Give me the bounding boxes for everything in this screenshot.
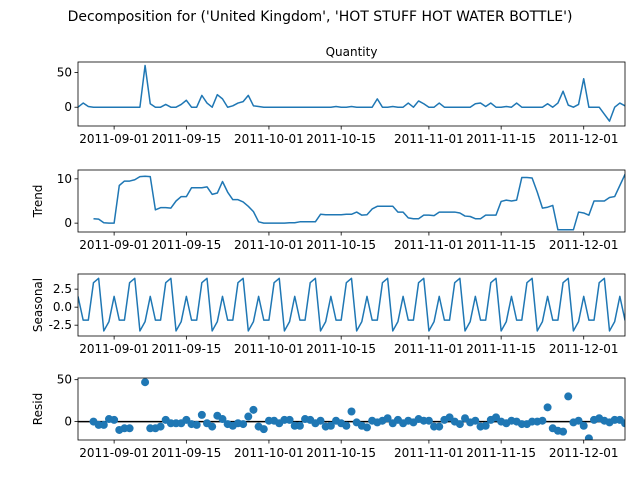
resid-point [626, 415, 634, 423]
plot-area-trend [93, 173, 625, 231]
x-tick-label: 2011-11-15 [466, 238, 536, 252]
x-tick-label: 2011-10-01 [234, 342, 304, 356]
x-tick-label: 2011-09-15 [151, 342, 221, 356]
resid-point [584, 434, 593, 440]
resid-point [631, 421, 639, 429]
resid-point [285, 415, 294, 424]
x-tick-label: 2011-09-01 [79, 446, 149, 460]
x-tick-label: 2011-09-01 [79, 342, 149, 356]
y-tick-label: 0 [64, 100, 72, 114]
resid-point [455, 420, 464, 429]
series-line-trend [93, 173, 625, 231]
plot-area-resid [78, 378, 640, 440]
y-tick-label: 10 [57, 172, 72, 186]
y-tick-label: -2.5 [49, 318, 72, 332]
axes-frame-resid [77, 377, 626, 441]
resid-point [621, 419, 625, 428]
panel-title-quantity: Quantity [326, 45, 378, 59]
x-tick-label: 2011-10-15 [306, 446, 376, 460]
x-tick-label: 2011-10-15 [306, 238, 376, 252]
x-tick-label: 2011-12-01 [549, 446, 619, 460]
x-tick-label: 2011-11-01 [394, 446, 464, 460]
x-tick-label: 2011-09-15 [151, 238, 221, 252]
x-tick-label: 2011-11-01 [394, 238, 464, 252]
x-tick-label: 2011-10-01 [234, 446, 304, 460]
axes-frame-trend [77, 169, 626, 233]
resid-point [156, 422, 165, 431]
resid-point [110, 415, 119, 424]
resid-point [347, 407, 356, 416]
resid-point [543, 403, 552, 412]
resid-point [538, 416, 547, 425]
x-tick-label: 2011-11-15 [466, 446, 536, 460]
resid-point [579, 421, 588, 430]
resid-point [218, 415, 227, 424]
resid-point [362, 423, 371, 432]
plot-area-quantity [78, 64, 625, 122]
resid-point [239, 420, 248, 429]
panel-seasonal: Seasonal -2.5 0.0 2.5 2011-09-01 2011-09-15 20… [31, 273, 626, 356]
x-tick-label: 2011-12-01 [549, 342, 619, 356]
x-tick-label: 2011-11-15 [466, 132, 536, 146]
resid-point [141, 378, 150, 387]
resid-point [99, 420, 108, 429]
resid-point [435, 422, 444, 431]
resid-point [326, 421, 335, 430]
resid-point [259, 425, 268, 434]
figure-title: Decomposition for ('United Kingdom', 'HO… [68, 9, 573, 25]
plot-area-seasonal [78, 277, 625, 332]
y-tick-label: 50 [57, 65, 72, 79]
resid-point [564, 392, 573, 401]
axes-frame-quantity [77, 61, 626, 127]
x-tick-label: 2011-11-01 [394, 342, 464, 356]
y-tick-label: 0.0 [53, 300, 72, 314]
series-line-seasonal [78, 277, 625, 332]
x-tick-label: 2011-09-01 [79, 238, 149, 252]
ylabel-resid: Resid [31, 393, 45, 425]
x-tick-label: 2011-09-01 [79, 132, 149, 146]
x-tick-label: 2011-09-15 [151, 446, 221, 460]
x-tick-label: 2011-10-01 [234, 132, 304, 146]
x-tick-label: 2011-10-15 [306, 132, 376, 146]
resid-point [424, 416, 433, 425]
resid-point [481, 421, 490, 430]
resid-point [559, 427, 568, 436]
resid-point [125, 424, 134, 433]
ylabel-trend: Trend [31, 185, 45, 219]
x-tick-label: 2011-11-15 [466, 342, 536, 356]
resid-point [316, 416, 325, 425]
panel-quantity: Quantity 0 50 2011-09-01 2011-09-15 2011-10-0… [57, 45, 626, 146]
resid-point [295, 421, 304, 430]
x-tick-label: 2011-09-15 [151, 132, 221, 146]
y-tick-label: 0 [64, 415, 72, 429]
resid-point [574, 416, 583, 425]
resid-point [249, 405, 258, 414]
resid-point [197, 410, 206, 419]
y-tick-label: 0 [64, 216, 72, 230]
x-tick-label: 2011-10-15 [306, 342, 376, 356]
x-tick-label: 2011-12-01 [549, 238, 619, 252]
x-tick-label: 2011-11-01 [394, 132, 464, 146]
x-tick-label: 2011-12-01 [549, 132, 619, 146]
resid-point [636, 423, 640, 431]
resid-point [383, 414, 392, 423]
series-line-quantity [78, 64, 625, 122]
axes-frame-seasonal [77, 273, 626, 337]
resid-point [208, 422, 217, 431]
resid-point [342, 421, 351, 430]
y-tick-label: 50 [57, 373, 72, 387]
resid-point [192, 420, 201, 429]
resid-point [471, 416, 480, 425]
resid-point [244, 412, 253, 421]
ylabel-seasonal: Seasonal [31, 278, 45, 332]
x-tick-label: 2011-10-01 [234, 238, 304, 252]
y-tick-label: 2.5 [53, 282, 72, 296]
